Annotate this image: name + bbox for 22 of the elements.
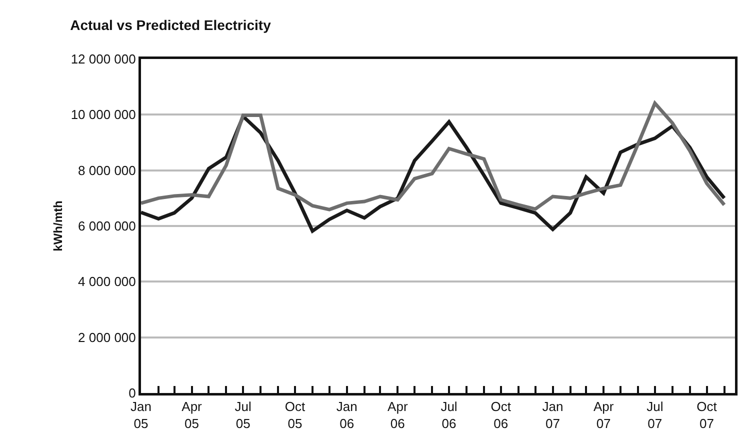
y-tick-label: 2 000 000 xyxy=(78,330,136,345)
x-tick-label: Apr 05 xyxy=(182,399,203,431)
y-tick-label: 10 000 000 xyxy=(70,107,136,122)
x-tick-label: Jul 06 xyxy=(440,399,458,431)
y-tick-label: 12 000 000 xyxy=(70,52,136,67)
x-tick-label: Oct 07 xyxy=(696,399,718,431)
x-tick-label: Apr 06 xyxy=(388,399,408,431)
chart-title: Actual vs Predicted Electricity xyxy=(70,16,272,33)
x-tick-label: Jul 05 xyxy=(234,399,252,431)
x-tick-label: Jan 05 xyxy=(130,399,152,431)
y-tick-label: 8 000 000 xyxy=(78,162,136,178)
x-tick-label: Oct 05 xyxy=(284,399,306,431)
y-tick-label: 4 000 000 xyxy=(78,274,136,290)
x-tick-label: Apr 07 xyxy=(593,399,614,431)
line-series xyxy=(141,102,726,212)
y-axis-title: kWh/mth xyxy=(50,200,65,252)
y-tick-label: 6 000 000 xyxy=(78,218,136,234)
x-tick-label: Jan 06 xyxy=(336,399,358,431)
y-tick-label: 0 xyxy=(128,386,136,401)
x-tick-label: Jan 07 xyxy=(542,399,564,431)
x-tick-label: Jul 07 xyxy=(646,399,664,431)
x-tick-label: Oct 06 xyxy=(490,399,512,431)
